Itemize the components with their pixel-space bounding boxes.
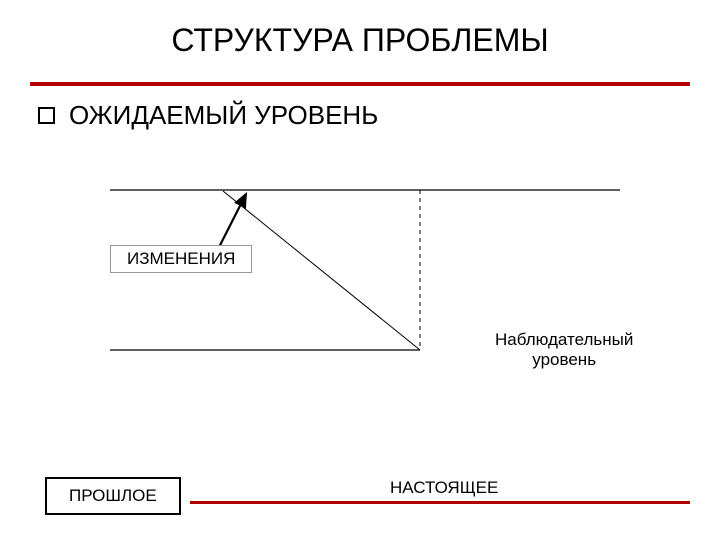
past-label-text: ПРОШЛОЕ — [69, 486, 157, 505]
observed-label-line2: уровень — [495, 350, 633, 370]
title-text: СТРУКТУРА ПРОБЛЕМЫ — [171, 22, 548, 58]
present-label: НАСТОЯЩЕЕ — [390, 478, 498, 498]
present-label-text: НАСТОЯЩЕЕ — [390, 478, 498, 497]
bottom-accent-line — [190, 501, 690, 504]
observed-label: Наблюдательный уровень — [495, 330, 633, 370]
subtitle-text: ОЖИДАЕМЫЙ УРОВЕНЬ — [69, 100, 378, 131]
changes-label: ИЗМЕНЕНИЯ — [110, 245, 252, 273]
title-underline — [30, 82, 690, 86]
observed-label-line1: Наблюдательный — [495, 330, 633, 350]
bullet-row: ОЖИДАЕМЫЙ УРОВЕНЬ — [38, 100, 378, 131]
changes-label-text: ИЗМЕНЕНИЯ — [127, 249, 235, 268]
past-label-box: ПРОШЛОЕ — [45, 477, 181, 515]
page-title: СТРУКТУРА ПРОБЛЕМЫ — [0, 0, 720, 59]
bullet-square-icon — [38, 107, 55, 124]
diagram-area: ИЗМЕНЕНИЯ Наблюдательный уровень — [100, 180, 620, 400]
diagonal-thin-line — [223, 191, 420, 350]
